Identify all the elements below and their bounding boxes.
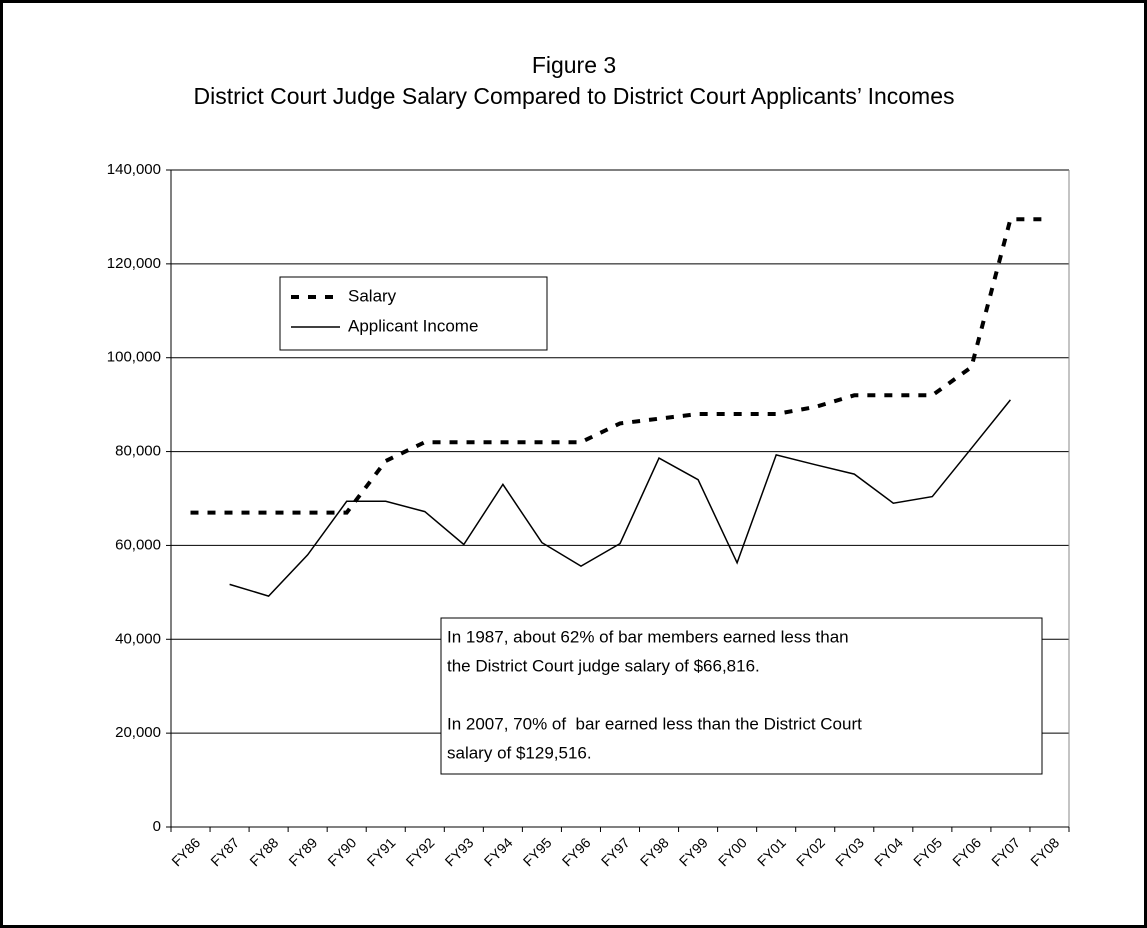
y-tick-label: 140,000 — [107, 161, 161, 178]
y-tick-label: 80,000 — [115, 443, 161, 460]
legend-label: Applicant Income — [348, 316, 478, 335]
annotation-text: the District Court judge salary of $66,8… — [447, 656, 760, 675]
series-line — [190, 217, 1050, 515]
y-tick-label: 120,000 — [107, 255, 161, 272]
annotation-text: salary of $129,516. — [447, 743, 592, 762]
y-tick-label: 60,000 — [115, 536, 161, 553]
legend-label: Salary — [348, 286, 397, 305]
annotation-text: In 2007, 70% of bar earned less than the… — [447, 714, 862, 733]
chart-subtitle: District Court Judge Salary Compared to … — [194, 83, 955, 109]
legend-box — [279, 276, 548, 351]
series-line — [229, 399, 1011, 597]
y-tick-label: 40,000 — [115, 630, 161, 647]
annotation-box — [440, 617, 1043, 775]
y-tick-label: 100,000 — [107, 349, 161, 366]
y-tick-label: 0 — [153, 818, 161, 835]
chart-title: Figure 3 — [532, 52, 616, 78]
annotation-text: In 1987, about 62% of bar members earned… — [447, 627, 849, 646]
y-tick-label: 20,000 — [115, 724, 161, 741]
